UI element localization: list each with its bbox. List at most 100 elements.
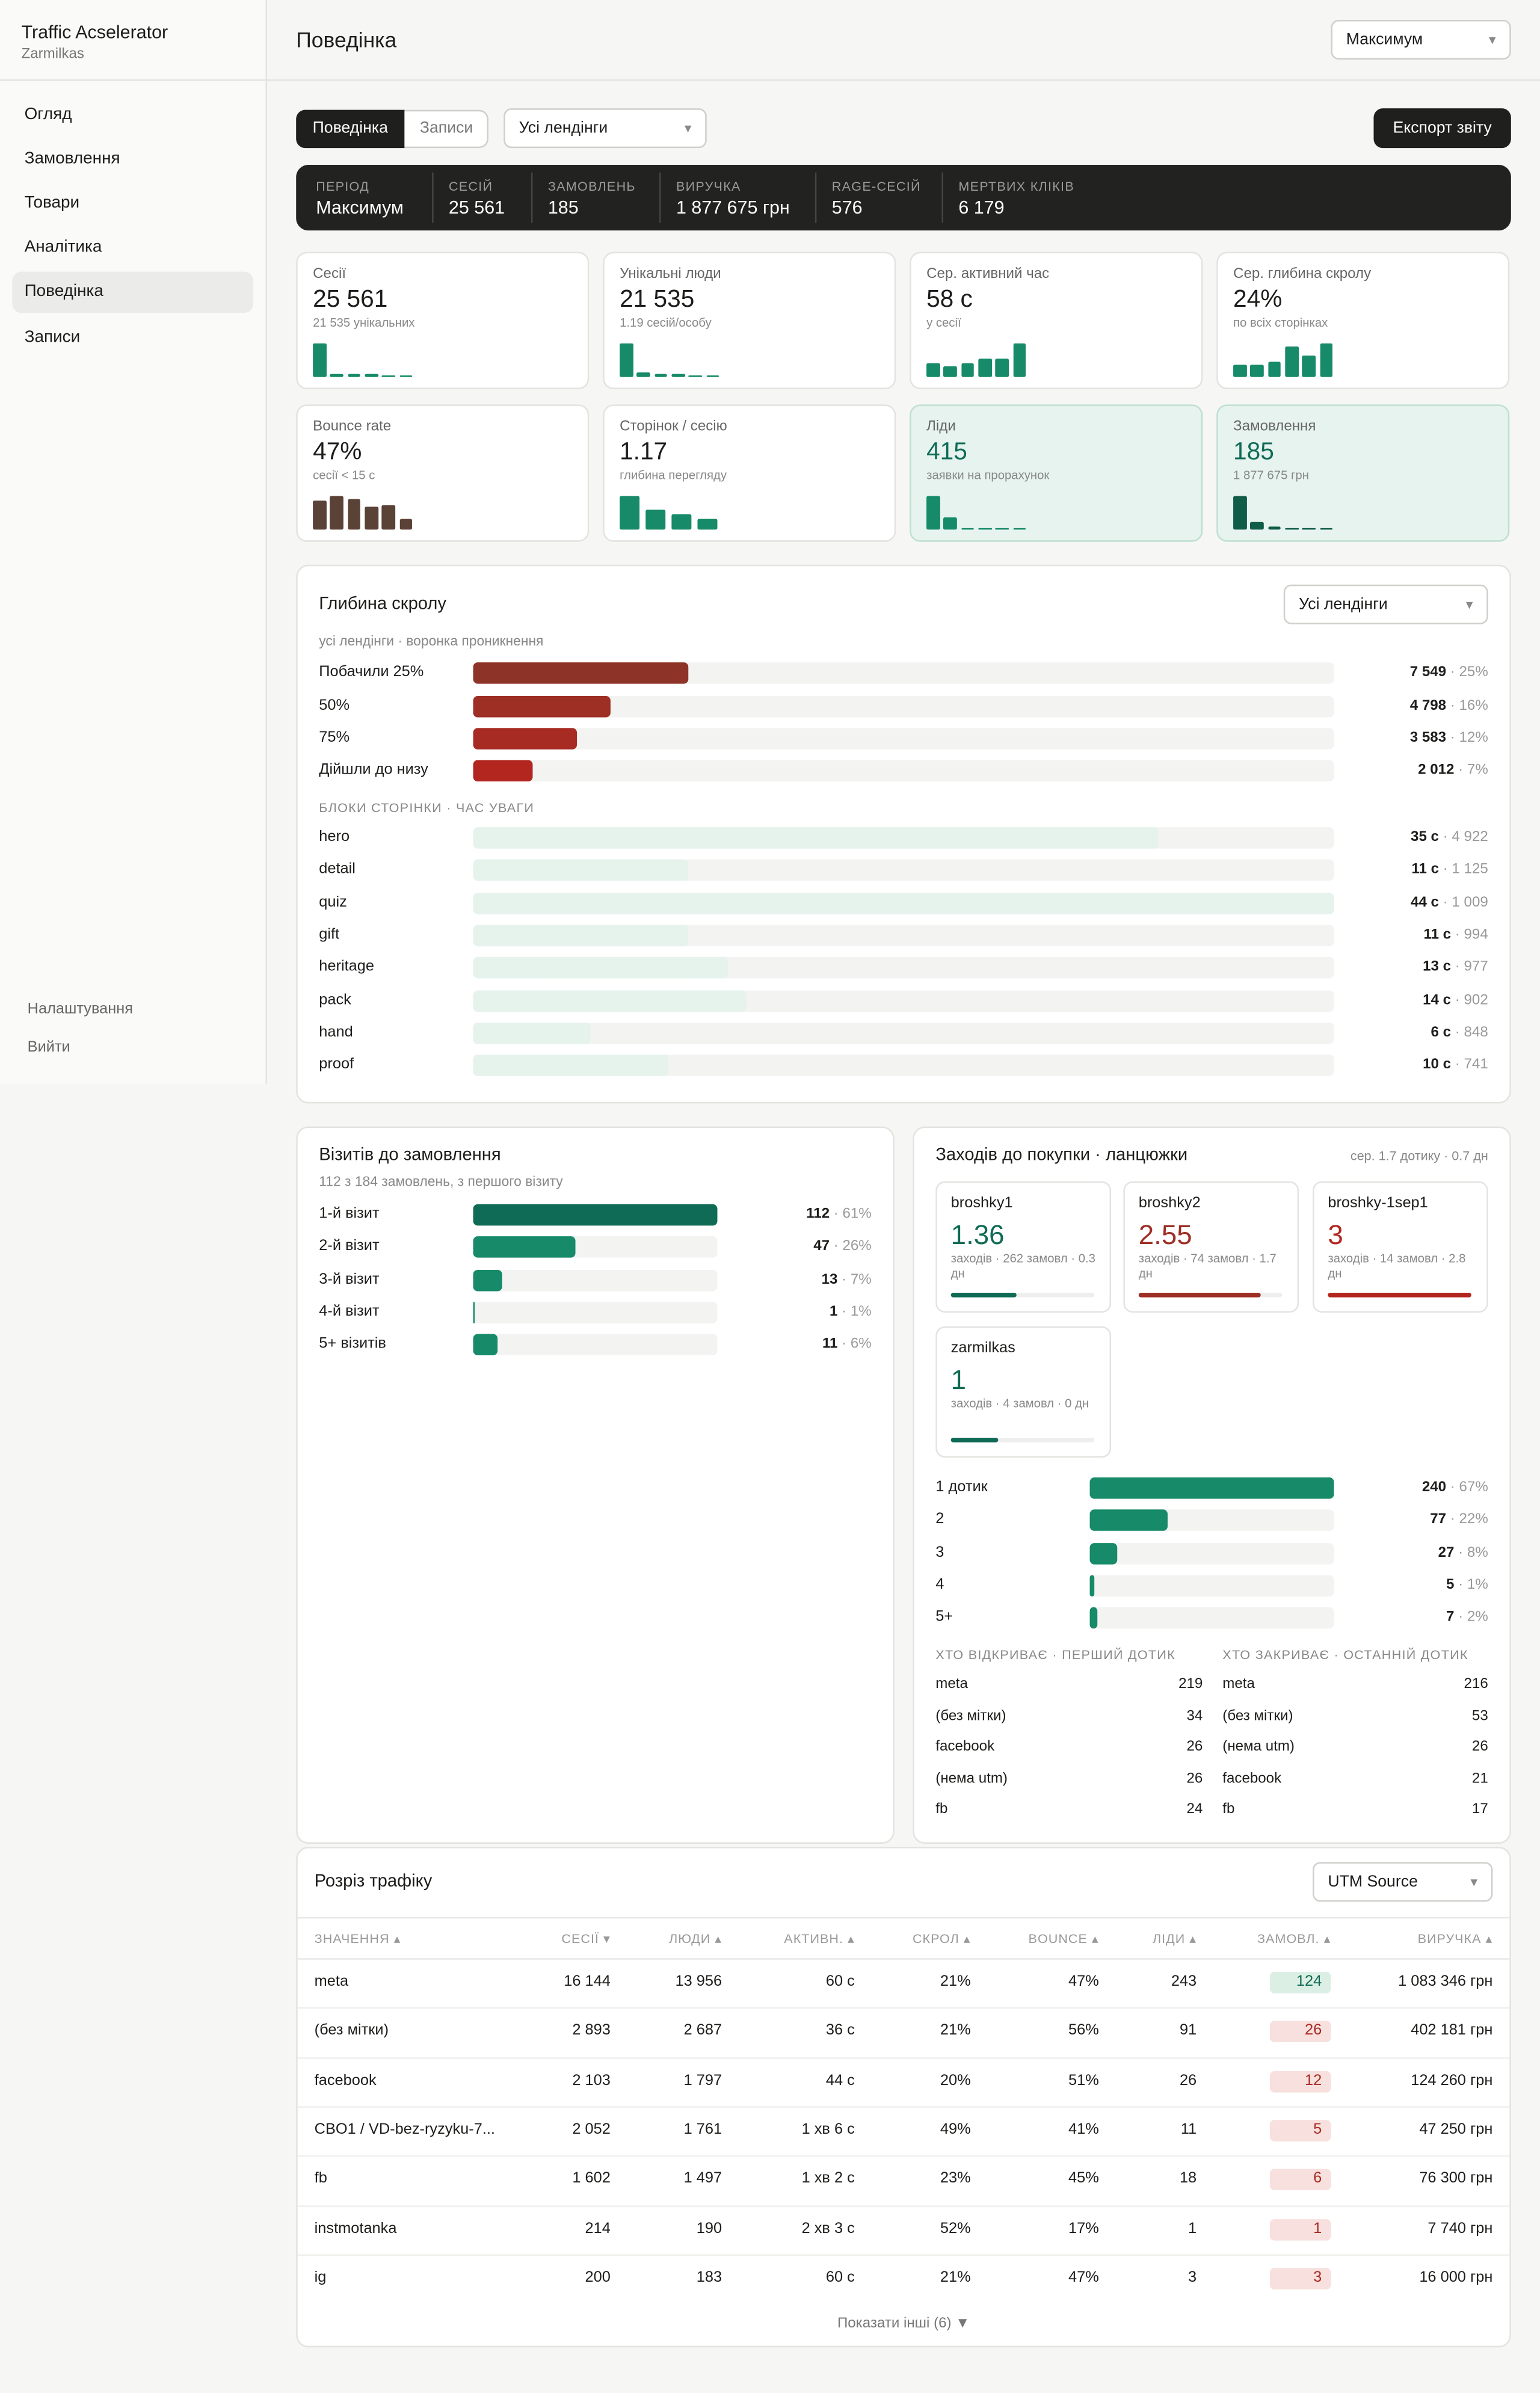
scroll-select[interactable]: Усі лендінги	[1283, 584, 1488, 624]
show-more[interactable]: Показати інші (6) ▼	[837, 2315, 970, 2332]
block-label: pack	[319, 991, 351, 1008]
cell: 200	[585, 2269, 611, 2287]
footer-link[interactable]: Вийти	[27, 1039, 70, 1056]
scroll-value-part: 7%	[1458, 762, 1488, 778]
chain-name: broshky-1sep1	[1328, 1195, 1428, 1212]
source-count: 26	[1186, 1769, 1203, 1787]
kpi-value: 415	[926, 439, 967, 466]
source-count: 34	[1186, 1707, 1203, 1724]
kpi-bar	[399, 519, 413, 530]
panel-title: Глибина скролу	[319, 595, 447, 614]
touch-value-part: 7	[1446, 1609, 1455, 1626]
scroll-label: Побачили 25%	[319, 664, 424, 681]
summary-value: 6 179	[958, 197, 1005, 218]
kpi-label: Ліди	[926, 418, 956, 436]
touch-value: 7 2%	[1446, 1607, 1488, 1629]
block-value-part: 14 с	[1423, 991, 1452, 1008]
column-header[interactable]: ЗАМОВЛ. ▴	[1257, 1930, 1331, 1946]
footer-link[interactable]: Налаштування	[27, 1001, 134, 1018]
source-name: meta	[1222, 1675, 1255, 1693]
column-header[interactable]: ЗНАЧЕННЯ ▴	[314, 1930, 401, 1946]
column-header[interactable]: СКРОЛ ▴	[912, 1930, 971, 1946]
cell: 76 300 грн	[1419, 2170, 1493, 2188]
block-bar	[473, 957, 728, 979]
chain-detail: заходів · 4 замовл · 0 дн	[950, 1396, 1089, 1411]
kpi-bar	[926, 363, 940, 377]
tab[interactable]: Записи	[419, 119, 473, 138]
kpi-bar	[313, 343, 327, 377]
orders-badge: 1	[1269, 2218, 1331, 2240]
visit-bar	[473, 1334, 497, 1356]
nav-item[interactable]: Огляд	[24, 105, 72, 124]
block-value: 10 с 741	[1423, 1055, 1488, 1076]
kpi-bar	[996, 358, 1009, 377]
block-bar	[473, 925, 689, 946]
block-value-part: 848	[1455, 1024, 1488, 1041]
row-rule	[297, 2106, 1510, 2108]
cell: 41%	[1068, 2121, 1099, 2139]
nav-item[interactable]: Замовлення	[24, 149, 120, 168]
orders-badge: 3	[1269, 2267, 1331, 2290]
touch-value-part: 22%	[1450, 1511, 1488, 1528]
cell: 60 с	[825, 1973, 855, 1991]
cell: 1 083 346 грн	[1398, 1973, 1493, 1991]
kpi-bar	[1319, 528, 1334, 530]
cell: 45%	[1068, 2170, 1099, 2188]
block-bar	[473, 827, 1158, 849]
touch-bar	[1089, 1477, 1334, 1499]
block-label: heritage	[319, 958, 374, 976]
nav-item[interactable]: Поведінка	[12, 271, 254, 313]
chain-value: 1.36	[950, 1219, 1005, 1250]
visit-value-part: 7%	[842, 1271, 872, 1288]
cell: CBO1 / VD-bez-ryzyku-7...	[314, 2121, 495, 2139]
touch-value-part: 240	[1421, 1479, 1447, 1496]
divider	[0, 79, 1540, 81]
landing-select[interactable]: Усі лендінги	[504, 108, 707, 149]
kpi-sub: глибина перегляду	[620, 468, 727, 482]
nav-item[interactable]: Аналітика	[24, 238, 102, 257]
column-header[interactable]: СЕСІЇ ▾	[561, 1930, 611, 1946]
cell: 21%	[940, 2269, 971, 2287]
period-select[interactable]: Максимум	[1331, 19, 1511, 60]
tab[interactable]: Поведінка	[296, 109, 405, 149]
column-header[interactable]: ЛЮДИ ▴	[669, 1930, 722, 1946]
kpi-bar	[654, 374, 668, 377]
source-count: 17	[1471, 1800, 1488, 1818]
chain-value: 3	[1328, 1219, 1343, 1250]
kpi-value: 185	[1233, 439, 1274, 466]
touch-value-part: 5	[1446, 1576, 1455, 1594]
column-header[interactable]: ВИРУЧКА ▴	[1417, 1930, 1493, 1946]
kpi-card	[296, 251, 590, 389]
bar-track	[1089, 1543, 1334, 1565]
cell: 402 181 грн	[1411, 2022, 1493, 2040]
orders-badge: 124	[1269, 1972, 1331, 1994]
source-name: (нема utm)	[1222, 1738, 1295, 1755]
source-count: 219	[1178, 1675, 1203, 1693]
kpi-bar	[1012, 343, 1027, 377]
panel-subtitle: усі лендінги · воронка проникнення	[319, 633, 544, 649]
visit-value-part: 6%	[842, 1335, 872, 1352]
visit-value: 1 1%	[830, 1302, 872, 1323]
section-heading: ХТО ВІДКРИВАЄ · ПЕРШИЙ ДОТИК	[935, 1646, 1176, 1663]
block-label: proof	[319, 1056, 354, 1073]
kpi-bar	[620, 496, 640, 530]
cell: 51%	[1068, 2072, 1099, 2089]
kpi-bar	[961, 363, 975, 377]
cell: 56%	[1068, 2022, 1099, 2040]
column-header[interactable]: ЛІДИ ▴	[1152, 1930, 1197, 1946]
block-value-part: 11 с	[1411, 861, 1439, 878]
column-header[interactable]: АКТИВН. ▴	[784, 1930, 855, 1946]
summary-value: Максимум	[316, 197, 404, 218]
kpi-bar	[365, 506, 378, 530]
scroll-value: 3 583 12%	[1410, 728, 1488, 750]
scroll-value-part: 3 583	[1409, 729, 1447, 747]
nav-item[interactable]: Товари	[24, 194, 80, 212]
dimension-select[interactable]: UTM Source	[1312, 1862, 1493, 1902]
visit-value-part: 112	[806, 1206, 830, 1223]
summary-label: RAGE-СЕСІЙ	[831, 178, 921, 194]
nav-item[interactable]: Записи	[24, 328, 81, 346]
export-button[interactable]: Експорт звіту	[1373, 108, 1511, 149]
column-header[interactable]: BOUNCE ▴	[1028, 1930, 1099, 1946]
